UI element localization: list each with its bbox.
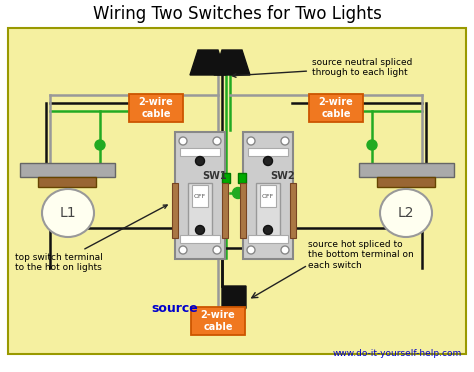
Text: OFF: OFF <box>262 193 274 199</box>
FancyBboxPatch shape <box>175 132 225 259</box>
Bar <box>180 148 220 156</box>
Circle shape <box>281 137 289 145</box>
Circle shape <box>195 157 204 166</box>
Bar <box>20 163 115 177</box>
Text: OFF: OFF <box>194 193 206 199</box>
Text: 2-wire
cable: 2-wire cable <box>319 97 354 119</box>
Circle shape <box>281 246 289 254</box>
Bar <box>290 183 296 238</box>
Text: source neutral spliced
through to each light: source neutral spliced through to each l… <box>232 58 412 77</box>
Bar <box>248 235 288 243</box>
Circle shape <box>264 225 273 234</box>
Circle shape <box>179 246 187 254</box>
Circle shape <box>179 137 187 145</box>
Circle shape <box>367 140 377 150</box>
Text: L2: L2 <box>398 206 414 220</box>
Bar <box>256 183 280 238</box>
Bar <box>38 177 96 187</box>
Circle shape <box>213 137 221 145</box>
Bar <box>180 235 220 243</box>
Bar <box>377 177 435 187</box>
Bar <box>359 163 454 177</box>
Text: top switch terminal
to the hot on lights: top switch terminal to the hot on lights <box>15 205 167 272</box>
Bar <box>222 173 230 183</box>
FancyBboxPatch shape <box>309 94 363 122</box>
Circle shape <box>247 137 255 145</box>
Circle shape <box>264 157 273 166</box>
Ellipse shape <box>380 189 432 237</box>
Text: SW2: SW2 <box>270 171 295 181</box>
Text: 2-wire
cable: 2-wire cable <box>138 97 173 119</box>
Text: SW1: SW1 <box>202 171 227 181</box>
Ellipse shape <box>42 189 94 237</box>
Text: source: source <box>152 301 199 314</box>
Bar <box>240 183 246 238</box>
Bar <box>238 173 246 183</box>
FancyBboxPatch shape <box>8 28 466 354</box>
FancyBboxPatch shape <box>129 94 183 122</box>
Bar <box>260 185 276 207</box>
Polygon shape <box>190 50 226 75</box>
Polygon shape <box>222 286 246 314</box>
FancyBboxPatch shape <box>191 307 245 335</box>
Bar <box>188 183 212 238</box>
FancyBboxPatch shape <box>243 132 293 259</box>
Bar <box>192 185 208 207</box>
Circle shape <box>213 246 221 254</box>
Text: www.do-it-yourself-help.com: www.do-it-yourself-help.com <box>333 349 462 358</box>
Circle shape <box>95 140 105 150</box>
Polygon shape <box>214 50 250 75</box>
Bar <box>248 148 288 156</box>
Circle shape <box>247 246 255 254</box>
Circle shape <box>195 225 204 234</box>
Text: 2-wire
cable: 2-wire cable <box>201 310 236 332</box>
Text: Wiring Two Switches for Two Lights: Wiring Two Switches for Two Lights <box>92 5 382 23</box>
Bar <box>222 183 228 238</box>
Bar <box>172 183 178 238</box>
Circle shape <box>233 187 244 199</box>
Text: source hot spliced to
the bottom terminal on
each switch: source hot spliced to the bottom termina… <box>308 240 414 270</box>
Text: L1: L1 <box>60 206 76 220</box>
